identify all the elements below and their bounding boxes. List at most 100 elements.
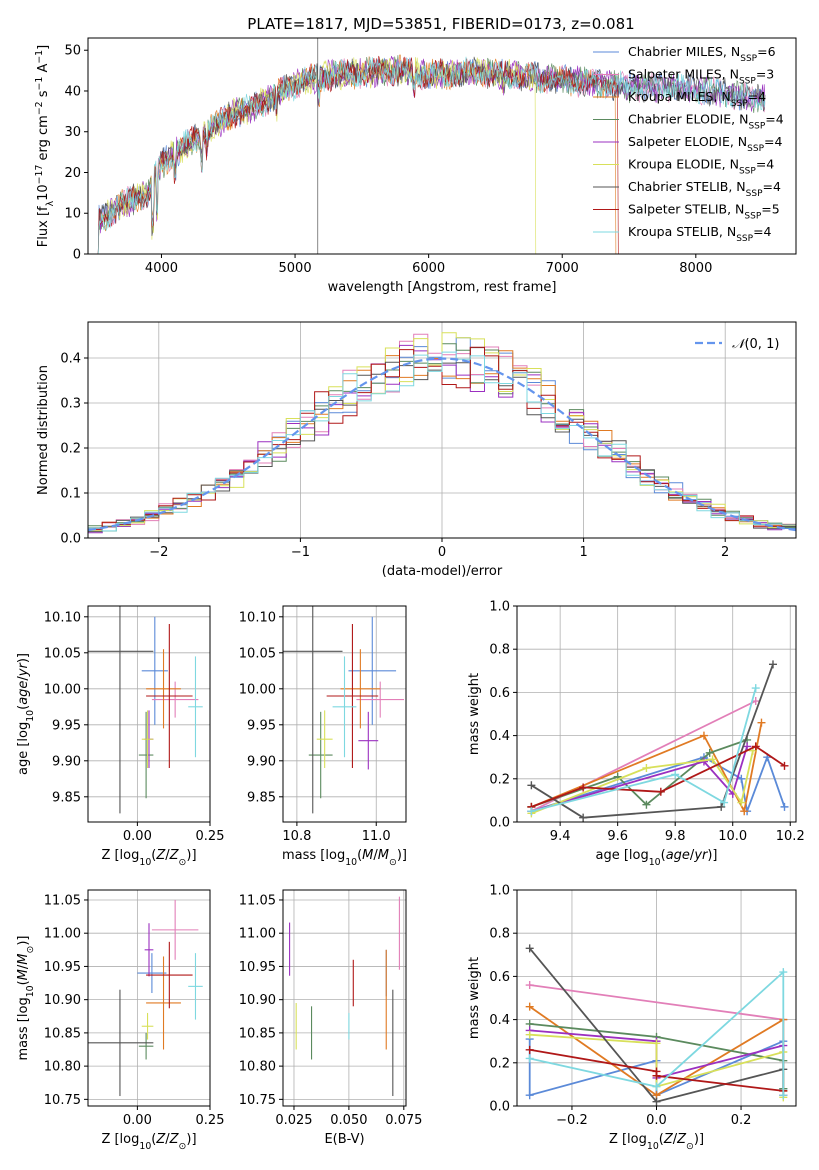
y-tick-label: 0.3 xyxy=(60,397,81,412)
label-part: Z [log xyxy=(609,1132,647,1147)
label-part: ⊙ xyxy=(389,857,397,868)
label-part: (data-model)/error xyxy=(382,564,503,579)
x-tick-label: 9.8 xyxy=(665,829,686,844)
error-bar-kroupa-elodie xyxy=(316,710,333,768)
label-part: SSP xyxy=(739,167,756,177)
y-tick-label: 20 xyxy=(64,166,81,181)
y-tick-label: 10.80 xyxy=(239,1060,276,1075)
label-part: ( xyxy=(16,705,31,710)
y-tick-label: 10.85 xyxy=(44,1026,81,1041)
weight-marker xyxy=(652,1082,661,1091)
weight-series-kroupa-elodie xyxy=(527,746,757,818)
weight-line xyxy=(531,687,757,813)
legend-label: Salpeter MILES, NSSP=3 xyxy=(628,67,774,87)
y-tick-label: 10.75 xyxy=(239,1093,276,1108)
error-bar-salpeter-miles xyxy=(151,681,199,718)
label-part: SSP xyxy=(748,122,765,132)
weight-marker xyxy=(780,802,789,811)
x-tick-label: 4000 xyxy=(145,261,178,276)
label-part: Normed distribution xyxy=(36,365,51,495)
label-part: / xyxy=(373,848,378,863)
label-part: Z [log xyxy=(101,848,139,863)
plot-area xyxy=(88,899,203,1097)
label-part: 10 xyxy=(649,857,661,868)
weight-marker xyxy=(525,1054,534,1063)
weight-series-salpeter-stelib xyxy=(525,1045,788,1095)
label-part: SSP xyxy=(731,99,748,109)
y-tick-label: 10.85 xyxy=(239,1026,276,1041)
legend-label: Kroupa ELODIE, NSSP=4 xyxy=(628,157,774,177)
x-axis-label: Z [log10(Z/Z⊙)] xyxy=(101,1132,196,1152)
x-tick-label: 0.25 xyxy=(196,1113,225,1128)
x-axis-label: age [log10(age/yr)] xyxy=(595,848,717,868)
weight-line xyxy=(529,970,785,1096)
label-part: Salpeter STELIB, N xyxy=(628,202,744,217)
y-tick-label: 50 xyxy=(64,44,81,59)
error-bar-salpeter-elodie xyxy=(144,923,154,977)
weight-series-chabrier-stelib xyxy=(527,660,777,822)
label-part: =5 xyxy=(761,202,779,217)
weight-series-salpeter-stelib xyxy=(527,742,789,811)
weight-marker xyxy=(708,755,717,764)
y-tick-label: 10.00 xyxy=(44,682,81,697)
weight-marker xyxy=(525,981,534,990)
error-bar-kroupa-stelib xyxy=(332,656,357,758)
error-bar-chabrier-miles xyxy=(137,953,167,994)
x-tick-label: 10.0 xyxy=(718,829,747,844)
label-part: 10 xyxy=(139,857,151,868)
label-part: age xyxy=(666,848,690,863)
label-part: age [log xyxy=(595,848,648,863)
y-tick-label: 0.6 xyxy=(489,686,510,701)
y-tick-label: 0.1 xyxy=(60,487,81,502)
label-part: ⊙ xyxy=(179,1141,187,1152)
y-tick-label: 10.95 xyxy=(44,960,81,975)
x-tick-label: 0.2 xyxy=(731,1113,752,1128)
label-part: s xyxy=(36,90,51,101)
x-tick-label: 7000 xyxy=(546,261,579,276)
weight-line xyxy=(530,663,774,819)
error-bar-kroupa-stelib xyxy=(188,953,203,1020)
x-tick-label: 0 xyxy=(438,545,446,560)
weight-marker xyxy=(525,944,534,953)
label-part: SSP xyxy=(746,189,763,199)
weight-line xyxy=(531,754,786,815)
spectrum-line-salpeter-stelib xyxy=(97,55,765,254)
spectrum-line-kroupa-stelib xyxy=(97,56,766,254)
y-tick-label: 0.4 xyxy=(489,1013,510,1028)
x-tick-label: 2 xyxy=(721,545,729,560)
label-part: Salpeter ELODIE, N xyxy=(628,134,747,149)
label-part: / xyxy=(690,848,695,863)
error-bar-chabrier-elodie xyxy=(138,1032,154,1060)
panel-6: 0.025 0.050 0.075 10.75 10.80 10.85 10.90 10.95… xyxy=(239,889,422,1147)
label-part: / xyxy=(16,676,31,681)
panel-2: 0.00 0.25 9.85 9.90 9.95 10.00 10.05 10.10 Z [lo… xyxy=(16,605,224,868)
weight-marker xyxy=(656,787,665,796)
y-tick-label: 10.10 xyxy=(44,610,81,625)
weight-marker xyxy=(740,807,749,816)
label-part: Kroupa ELODIE, N xyxy=(628,157,739,172)
weight-series-kroupa-stelib xyxy=(527,684,760,816)
weight-line xyxy=(531,746,748,813)
plot-area xyxy=(525,944,788,1106)
plot-area xyxy=(88,606,203,814)
y-tick-label: 1.0 xyxy=(489,600,510,615)
x-tick-label: 1 xyxy=(579,545,587,560)
label-part: Z xyxy=(169,1132,180,1147)
panel-0: 4000 5000 6000 7000 8000 0 10 20 30 40 50 wavelengt… xyxy=(34,37,797,295)
error-bar-kroupa-elodie xyxy=(141,1012,154,1040)
weight-marker xyxy=(579,813,588,822)
y-tick-label: 11.00 xyxy=(44,927,81,942)
label-part: / xyxy=(165,848,170,863)
plot-area xyxy=(97,38,766,254)
y-tick-label: 11.05 xyxy=(239,893,276,908)
y-tick-label: 10.00 xyxy=(239,682,276,697)
panel-4: 9.4 9.6 9.8 10.0 10.2 0.0 0.2 0.4 0.6 0.8 1.0 age [… xyxy=(467,600,805,868)
label-part: / xyxy=(673,1132,678,1147)
weight-marker xyxy=(779,1091,788,1100)
y-axis-label: mass weight xyxy=(467,957,482,1039)
label-part: SSP xyxy=(747,144,764,154)
y-tick-label: 9.95 xyxy=(52,718,81,733)
y-axis-label: mass weight xyxy=(467,673,482,755)
